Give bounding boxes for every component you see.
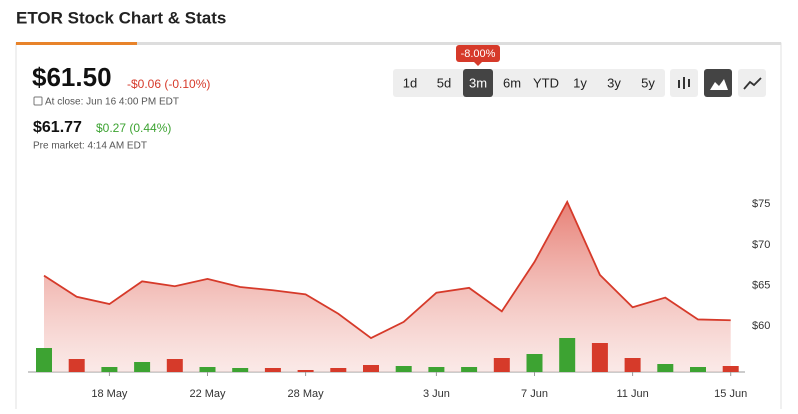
- volume-bar: [166, 359, 183, 372]
- volume-bar: [428, 367, 445, 372]
- x-tick-label: 3 Jun: [423, 388, 450, 400]
- price: $61.50: [32, 62, 112, 92]
- range-button[interactable]: 1y: [573, 75, 587, 90]
- range-button[interactable]: 1d: [403, 75, 417, 90]
- tab-active: [16, 42, 137, 45]
- range-selected[interactable]: [463, 69, 493, 97]
- pre-price: $61.77: [33, 119, 82, 136]
- area-icon: [710, 79, 728, 90]
- volume-bar: [363, 365, 379, 372]
- x-tick-label: 18 May: [91, 388, 128, 400]
- volume-bar: [591, 343, 608, 372]
- range-button[interactable]: 6m: [503, 75, 521, 90]
- y-tick-label: $65: [752, 279, 770, 291]
- volume-bar: [297, 370, 314, 372]
- close-note: At close: Jun 16 4:00 PM EDT: [45, 97, 179, 108]
- x-tick-label: 22 May: [189, 388, 226, 400]
- badge-tip: [474, 62, 482, 66]
- pre-note: Pre market: 4:14 AM EDT: [33, 141, 147, 152]
- candle-icon: [678, 77, 690, 89]
- price-change: -$0.06 (-0.10%): [127, 77, 210, 91]
- volume-bar: [101, 367, 118, 372]
- x-tick-label: 7 Jun: [521, 388, 548, 400]
- range-group: [393, 69, 665, 97]
- badge-text: -8.00%: [461, 48, 496, 60]
- pre-change: $0.27 (0.44%): [96, 121, 171, 135]
- volume-bar: [395, 366, 412, 372]
- x-tick-label: 28 May: [288, 388, 325, 400]
- y-tick-label: $75: [752, 198, 770, 210]
- volume-bar: [690, 367, 706, 372]
- volume-bar: [199, 367, 216, 372]
- range-button[interactable]: YTD: [533, 75, 559, 90]
- volume-bar: [232, 368, 249, 372]
- chart-type-buttons: [670, 69, 766, 97]
- x-tick-label: 11 Jun: [616, 388, 648, 400]
- range-button[interactable]: 5d: [437, 75, 451, 90]
- tab-rule: [16, 42, 781, 45]
- y-tick-label: $60: [752, 320, 770, 332]
- range-button[interactable]: 5y: [641, 75, 655, 90]
- y-tick-label: $70: [752, 239, 770, 251]
- badge: [456, 45, 500, 62]
- volume-bar: [330, 368, 347, 372]
- clock-icon: [33, 96, 43, 106]
- page-title: ETOR Stock Chart & Stats: [16, 8, 226, 27]
- volume-bar: [134, 362, 151, 372]
- area: [44, 201, 731, 372]
- volume-bar: [68, 359, 85, 372]
- volume-bar: [36, 348, 52, 372]
- volume-bar: [526, 354, 543, 372]
- x-tick-label: 15 Jun: [714, 388, 747, 400]
- line-icon: [743, 77, 762, 90]
- volume-bar: [264, 368, 281, 372]
- range-button[interactable]: 3y: [607, 75, 621, 90]
- volume-bar: [657, 364, 674, 372]
- price-line: [43, 199, 731, 340]
- volume-bar: [559, 338, 576, 372]
- range-button[interactable]: 3m: [469, 75, 487, 90]
- volume-bar: [461, 367, 478, 372]
- volume-bar: [722, 366, 739, 372]
- volume-bar: [624, 358, 641, 372]
- volume-bar: [493, 358, 510, 372]
- area-button[interactable]: [704, 69, 732, 97]
